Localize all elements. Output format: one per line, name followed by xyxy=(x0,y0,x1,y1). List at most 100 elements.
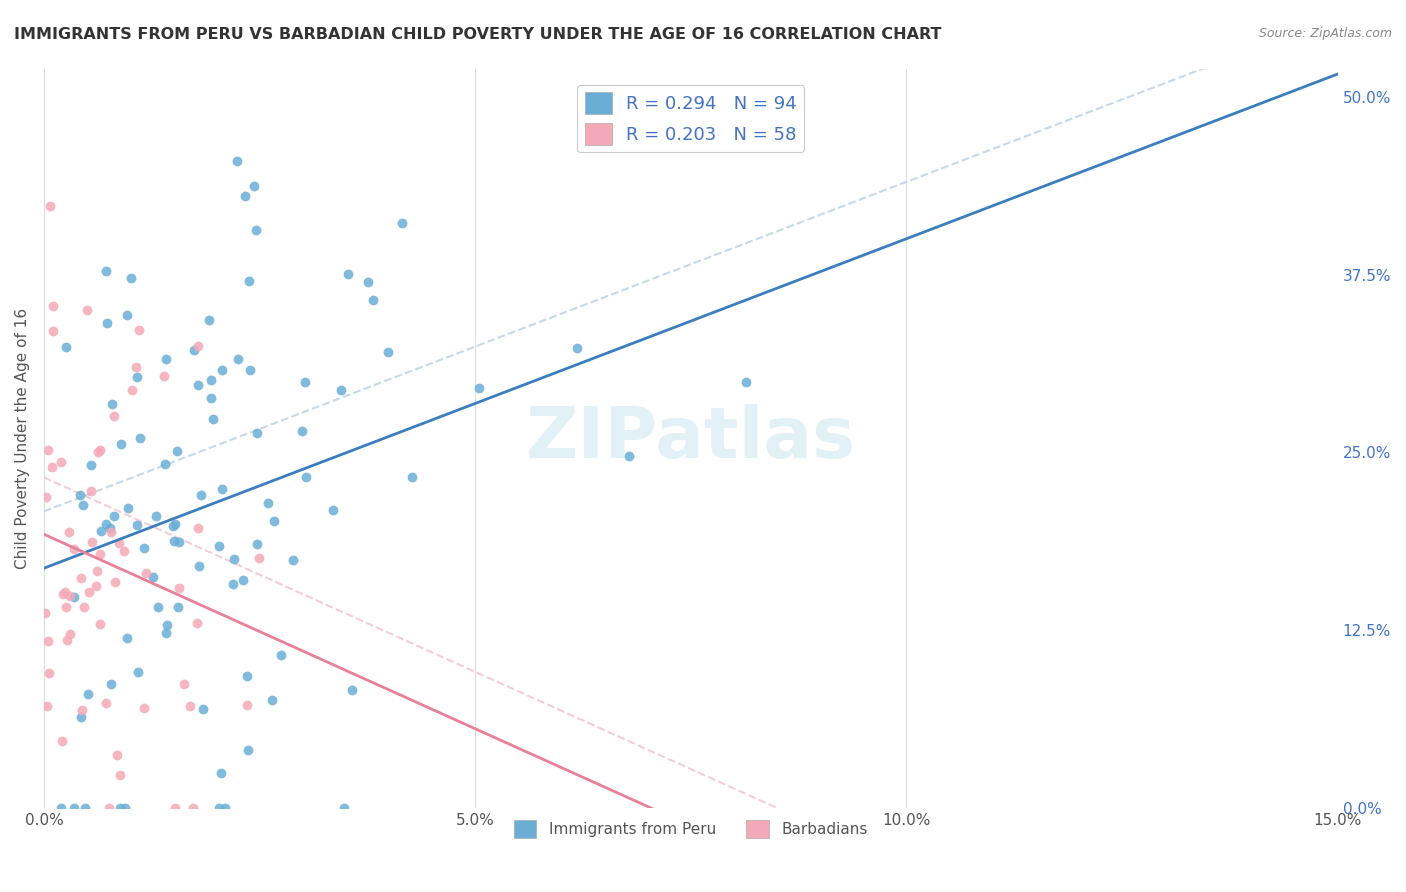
Point xyxy=(110,437,132,451)
Point xyxy=(134,701,156,715)
Point xyxy=(51,801,73,815)
Point xyxy=(96,316,118,330)
Point xyxy=(70,710,93,724)
Point xyxy=(53,585,76,599)
Point xyxy=(193,702,215,716)
Point xyxy=(52,587,75,601)
Point xyxy=(121,383,143,397)
Point xyxy=(101,397,124,411)
Point xyxy=(187,339,209,353)
Point xyxy=(190,487,212,501)
Point xyxy=(391,216,413,230)
Point xyxy=(166,444,188,458)
Point xyxy=(115,631,138,645)
Point xyxy=(42,299,65,313)
Point xyxy=(236,742,259,756)
Point xyxy=(59,589,82,603)
Point xyxy=(247,551,270,566)
Point xyxy=(72,498,94,512)
Point xyxy=(201,412,224,426)
Point xyxy=(100,677,122,691)
Point xyxy=(62,590,84,604)
Point xyxy=(37,443,59,458)
Point xyxy=(70,702,93,716)
Point xyxy=(186,615,208,630)
Point xyxy=(333,801,356,815)
Legend: Immigrants from Peru, Barbadians: Immigrants from Peru, Barbadians xyxy=(508,814,875,845)
Point xyxy=(103,509,125,524)
Point xyxy=(236,698,259,713)
Point xyxy=(90,524,112,538)
Point xyxy=(117,501,139,516)
Point xyxy=(89,443,111,458)
Point xyxy=(295,469,318,483)
Point xyxy=(107,536,129,550)
Point xyxy=(162,534,184,549)
Point xyxy=(69,571,91,585)
Point xyxy=(183,343,205,358)
Point xyxy=(94,516,117,531)
Point xyxy=(69,488,91,502)
Point xyxy=(38,666,60,681)
Point xyxy=(55,599,77,614)
Point xyxy=(735,375,758,389)
Point xyxy=(238,274,260,288)
Point xyxy=(94,697,117,711)
Point xyxy=(337,268,360,282)
Point xyxy=(181,801,204,815)
Point xyxy=(112,544,135,558)
Point xyxy=(283,553,305,567)
Point xyxy=(76,303,98,318)
Point xyxy=(84,579,107,593)
Point xyxy=(120,270,142,285)
Point xyxy=(246,537,269,551)
Point xyxy=(246,425,269,440)
Point xyxy=(565,341,588,355)
Point xyxy=(89,547,111,561)
Point xyxy=(162,518,184,533)
Point xyxy=(209,766,232,780)
Point xyxy=(187,378,209,392)
Point xyxy=(96,264,118,278)
Point xyxy=(211,482,233,496)
Point xyxy=(37,634,59,648)
Point xyxy=(155,351,177,366)
Point xyxy=(80,484,103,499)
Point xyxy=(291,424,314,438)
Point xyxy=(125,359,148,374)
Point xyxy=(142,570,165,584)
Point xyxy=(42,324,65,338)
Point xyxy=(104,575,127,590)
Point xyxy=(330,383,353,397)
Point xyxy=(41,459,63,474)
Point xyxy=(165,517,187,532)
Point xyxy=(260,693,283,707)
Point xyxy=(128,323,150,337)
Point xyxy=(270,648,292,663)
Point xyxy=(114,801,136,815)
Point xyxy=(63,801,86,815)
Point xyxy=(49,455,72,469)
Point xyxy=(59,627,82,641)
Point xyxy=(222,577,245,591)
Point xyxy=(125,369,148,384)
Point xyxy=(86,564,108,578)
Point xyxy=(357,276,380,290)
Point xyxy=(75,801,97,815)
Point xyxy=(208,801,231,815)
Point xyxy=(98,801,121,815)
Point xyxy=(187,521,209,535)
Point xyxy=(155,457,177,471)
Point xyxy=(242,178,264,193)
Point xyxy=(211,362,233,376)
Point xyxy=(342,682,364,697)
Point xyxy=(173,677,195,691)
Point xyxy=(200,373,222,387)
Point xyxy=(100,525,122,540)
Text: ZIPatlas: ZIPatlas xyxy=(526,404,856,473)
Point xyxy=(257,496,280,510)
Point xyxy=(226,352,249,367)
Point xyxy=(37,699,59,714)
Point xyxy=(51,733,73,747)
Point xyxy=(468,381,491,395)
